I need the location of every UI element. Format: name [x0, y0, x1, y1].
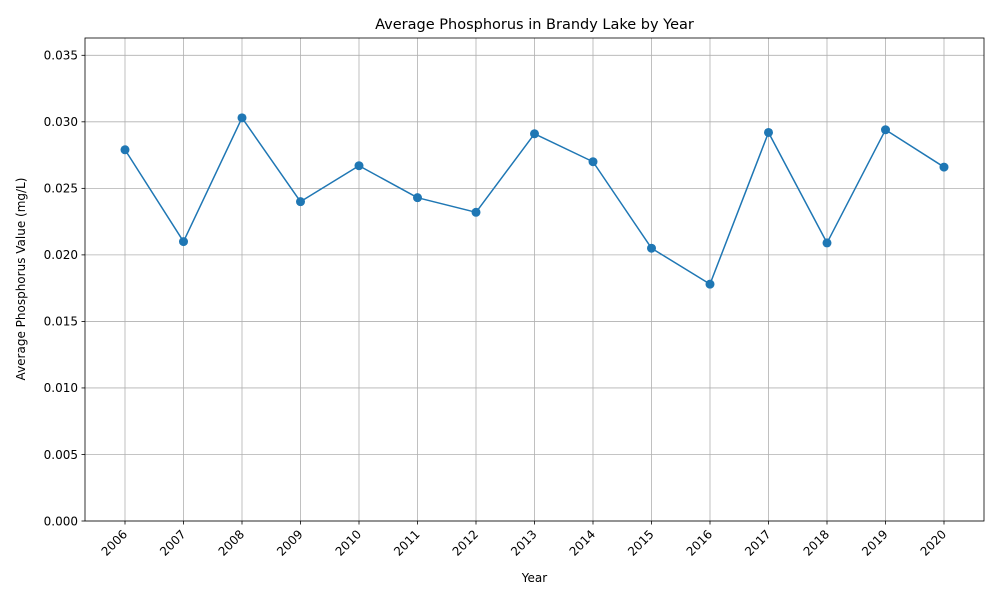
x-tick-label: 2015 — [625, 527, 656, 558]
x-tick-label: 2009 — [274, 527, 305, 558]
data-point — [237, 113, 247, 123]
x-axis-label: Year — [521, 571, 547, 585]
series-phosphorus — [120, 113, 949, 289]
x-tick-label: 2012 — [450, 527, 481, 558]
x-tick-label: 2020 — [918, 527, 949, 558]
x-tick-label: 2008 — [216, 527, 247, 558]
x-tick-label: 2018 — [801, 527, 832, 558]
x-tick-label: 2010 — [333, 527, 364, 558]
data-point — [647, 243, 656, 253]
data-point — [471, 207, 481, 217]
x-tick-label: 2007 — [157, 527, 188, 558]
data-point — [120, 145, 130, 155]
data-point — [413, 193, 422, 203]
data-point — [354, 161, 364, 171]
data-point — [296, 197, 305, 207]
data-point — [588, 157, 598, 167]
y-tick-label: 0.005 — [44, 448, 78, 462]
y-axis-label: Average Phosphorus Value (mg/L) — [14, 178, 28, 381]
y-tick-label: 0.000 — [44, 514, 78, 528]
data-point — [179, 237, 188, 247]
y-tick-label: 0.015 — [44, 315, 78, 329]
x-axis-ticks: 2006 2007 2008 2009 2010 2011 2012 2013 2014 2015… — [99, 521, 949, 559]
x-tick-label: 2016 — [684, 527, 715, 558]
data-point — [939, 162, 949, 172]
x-tick-label: 2017 — [742, 527, 773, 558]
y-tick-label: 0.025 — [44, 182, 78, 196]
data-point — [530, 129, 539, 139]
x-tick-label: 2013 — [508, 527, 539, 558]
x-tick-label: 2006 — [99, 527, 130, 558]
y-tick-label: 0.035 — [44, 49, 78, 63]
y-tick-label: 0.010 — [44, 381, 78, 395]
y-tick-label: 0.020 — [44, 248, 78, 262]
data-point — [881, 125, 890, 135]
x-tick-label: 2019 — [859, 527, 890, 558]
data-point — [764, 127, 773, 137]
grid-lines — [85, 38, 984, 522]
chart-title: Average Phosphorus in Brandy Lake by Yea… — [375, 17, 694, 33]
data-point — [822, 238, 832, 248]
x-tick-label: 2014 — [567, 527, 598, 558]
x-tick-label: 2011 — [391, 527, 422, 558]
y-axis-ticks: 0.000 0.005 0.010 0.015 0.020 0.025 0.030 0.035 — [44, 49, 85, 528]
y-tick-label: 0.030 — [44, 115, 78, 129]
data-point — [705, 279, 715, 289]
